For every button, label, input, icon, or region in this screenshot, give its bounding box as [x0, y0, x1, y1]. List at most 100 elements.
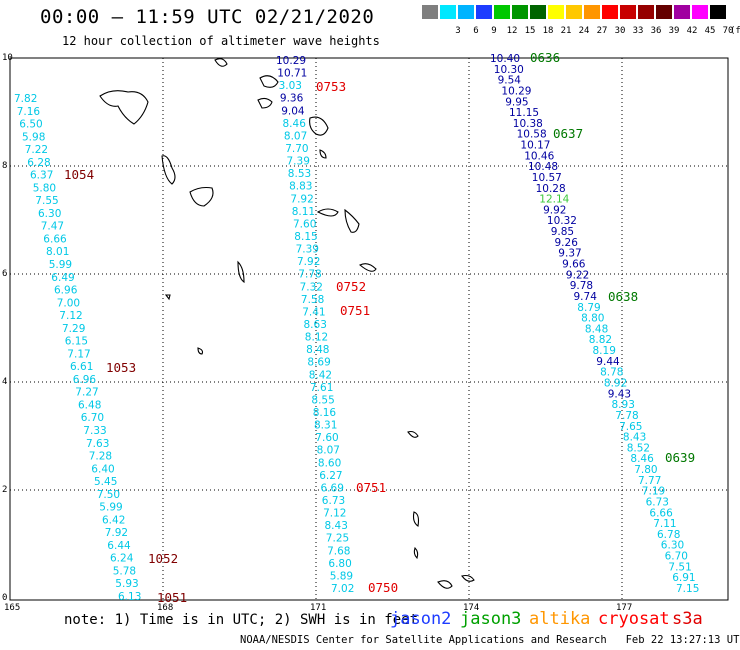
wave-height-label: 5.99	[49, 259, 72, 271]
wave-height-label: 6.70	[665, 551, 688, 563]
wave-height-label: 8.82	[589, 334, 612, 346]
wave-height-label: 7.92	[105, 527, 128, 539]
coastline	[99, 58, 475, 589]
wave-height-label: 9.92	[543, 204, 566, 216]
x-tick-label: 174	[463, 603, 479, 613]
wave-height-label: 6.37	[30, 170, 53, 182]
time-label: 0638	[608, 289, 638, 304]
wave-height-label: 7.29	[62, 323, 85, 335]
wave-height-label: 8.31	[314, 420, 337, 432]
wave-height-label: 6.49	[51, 272, 74, 284]
wave-height-label: 11.15	[509, 107, 539, 119]
legend-swatch	[620, 5, 636, 19]
sat-cryosat: cryosat	[598, 609, 670, 629]
wave-height-label: 10.48	[528, 161, 558, 173]
y-tick-label: 0	[2, 593, 7, 603]
wave-height-label: 6.48	[78, 400, 101, 412]
legend-label: 3	[455, 26, 461, 36]
wave-height-label: 8.93	[612, 399, 635, 411]
y-tick-label: 10	[2, 53, 13, 63]
time-label: 1054	[64, 167, 94, 182]
wave-height-label: 9.78	[570, 280, 593, 292]
island	[461, 574, 475, 582]
island	[437, 580, 453, 589]
wave-height-label: 7.92	[290, 193, 313, 205]
sat-s3a: s3a	[672, 609, 703, 629]
legend-swatch	[476, 5, 492, 19]
y-tick-label: 4	[2, 377, 7, 387]
wave-height-label: 6.61	[70, 361, 93, 373]
legend-swatch	[674, 5, 690, 19]
wave-height-label: 8.42	[309, 369, 332, 381]
wave-height-label: 6.66	[649, 507, 673, 519]
wave-height-label: 5.78	[113, 566, 136, 578]
wave-height-label: 8.15	[294, 231, 317, 243]
wave-height-label: 6.91	[672, 572, 695, 584]
wave-height-label: 7.12	[59, 310, 82, 322]
island	[316, 208, 339, 217]
grid-lines	[9, 57, 729, 601]
wave-height-label: 7.19	[642, 486, 665, 498]
wave-height-label: 7.41	[302, 306, 325, 318]
x-tick-label: 171	[310, 603, 326, 613]
time-label: 0751	[340, 303, 370, 318]
island	[197, 347, 204, 355]
wave-height-label: 7.70	[285, 143, 308, 155]
wave-height-label: 9.26	[555, 237, 579, 249]
wave-height-label: 8.12	[305, 332, 328, 344]
wave-height-label: 8.79	[577, 302, 600, 314]
island	[359, 263, 377, 272]
x-tick-label: 177	[616, 603, 632, 613]
wave-height-label: 9.66	[562, 259, 586, 271]
legend-swatch	[422, 5, 438, 19]
wave-height-label: 6.30	[38, 208, 61, 220]
wave-height-label: 7.22	[25, 144, 48, 156]
legend-label: 27	[596, 26, 608, 36]
wave-height-label: 6.96	[73, 374, 97, 386]
legend-swatch	[710, 5, 726, 19]
wave-height-label: 10.30	[494, 64, 524, 76]
wave-height-label: 10.38	[513, 118, 543, 130]
wave-height-label: 10.17	[520, 140, 550, 152]
wave-height-label: 6.69	[321, 482, 344, 494]
wave-height-label: 5.99	[99, 502, 122, 514]
island	[407, 430, 419, 438]
wave-height-label: 7.17	[67, 348, 90, 360]
axis-tick-labels: 165 168 171 174 177 10 8 6 4 2 0	[2, 53, 632, 613]
wave-height-label: 6.73	[646, 497, 669, 509]
wave-height-label: 10.28	[536, 183, 566, 195]
wave-height-label: 7.51	[668, 561, 691, 573]
wave-height-label: 8.43	[623, 432, 646, 444]
wave-height-label: 3.03	[279, 80, 302, 92]
sat-jason3: jason3	[460, 609, 522, 629]
legend-swatch	[638, 5, 654, 19]
wave-height-label: 9.36	[280, 93, 304, 105]
legend-unit: (ft)	[730, 26, 740, 36]
legend-label: 12	[506, 26, 518, 36]
wave-height-label: 6.15	[65, 336, 88, 348]
wave-height-label: 7.80	[634, 464, 657, 476]
wave-height-label: 7.32	[300, 281, 323, 293]
wave-height-label: 7.78	[615, 410, 638, 422]
time-label: 0636	[530, 50, 560, 65]
legend-swatch	[692, 5, 708, 19]
legend-label: 30	[614, 26, 626, 36]
island	[344, 208, 360, 233]
legend-label: 9	[491, 26, 497, 36]
wave-height-label: 8.63	[304, 319, 327, 331]
x-tick-label: 168	[157, 603, 173, 613]
wave-height-label: 12.14	[539, 194, 569, 206]
wave-height-label: 10.29	[276, 55, 306, 67]
wave-height-label: 8.92	[604, 378, 627, 390]
island	[319, 149, 327, 159]
wave-height-label: 7.02	[331, 583, 354, 595]
legend-swatch	[584, 5, 600, 19]
wave-height-label: 9.37	[558, 248, 581, 260]
wave-height-label: 7.78	[298, 269, 321, 281]
legend-label: 39	[668, 26, 680, 36]
legend-label: 21	[560, 26, 572, 36]
legend-label: 36	[650, 26, 662, 36]
legend-label: 24	[578, 26, 590, 36]
time-label: 0639	[665, 450, 695, 465]
